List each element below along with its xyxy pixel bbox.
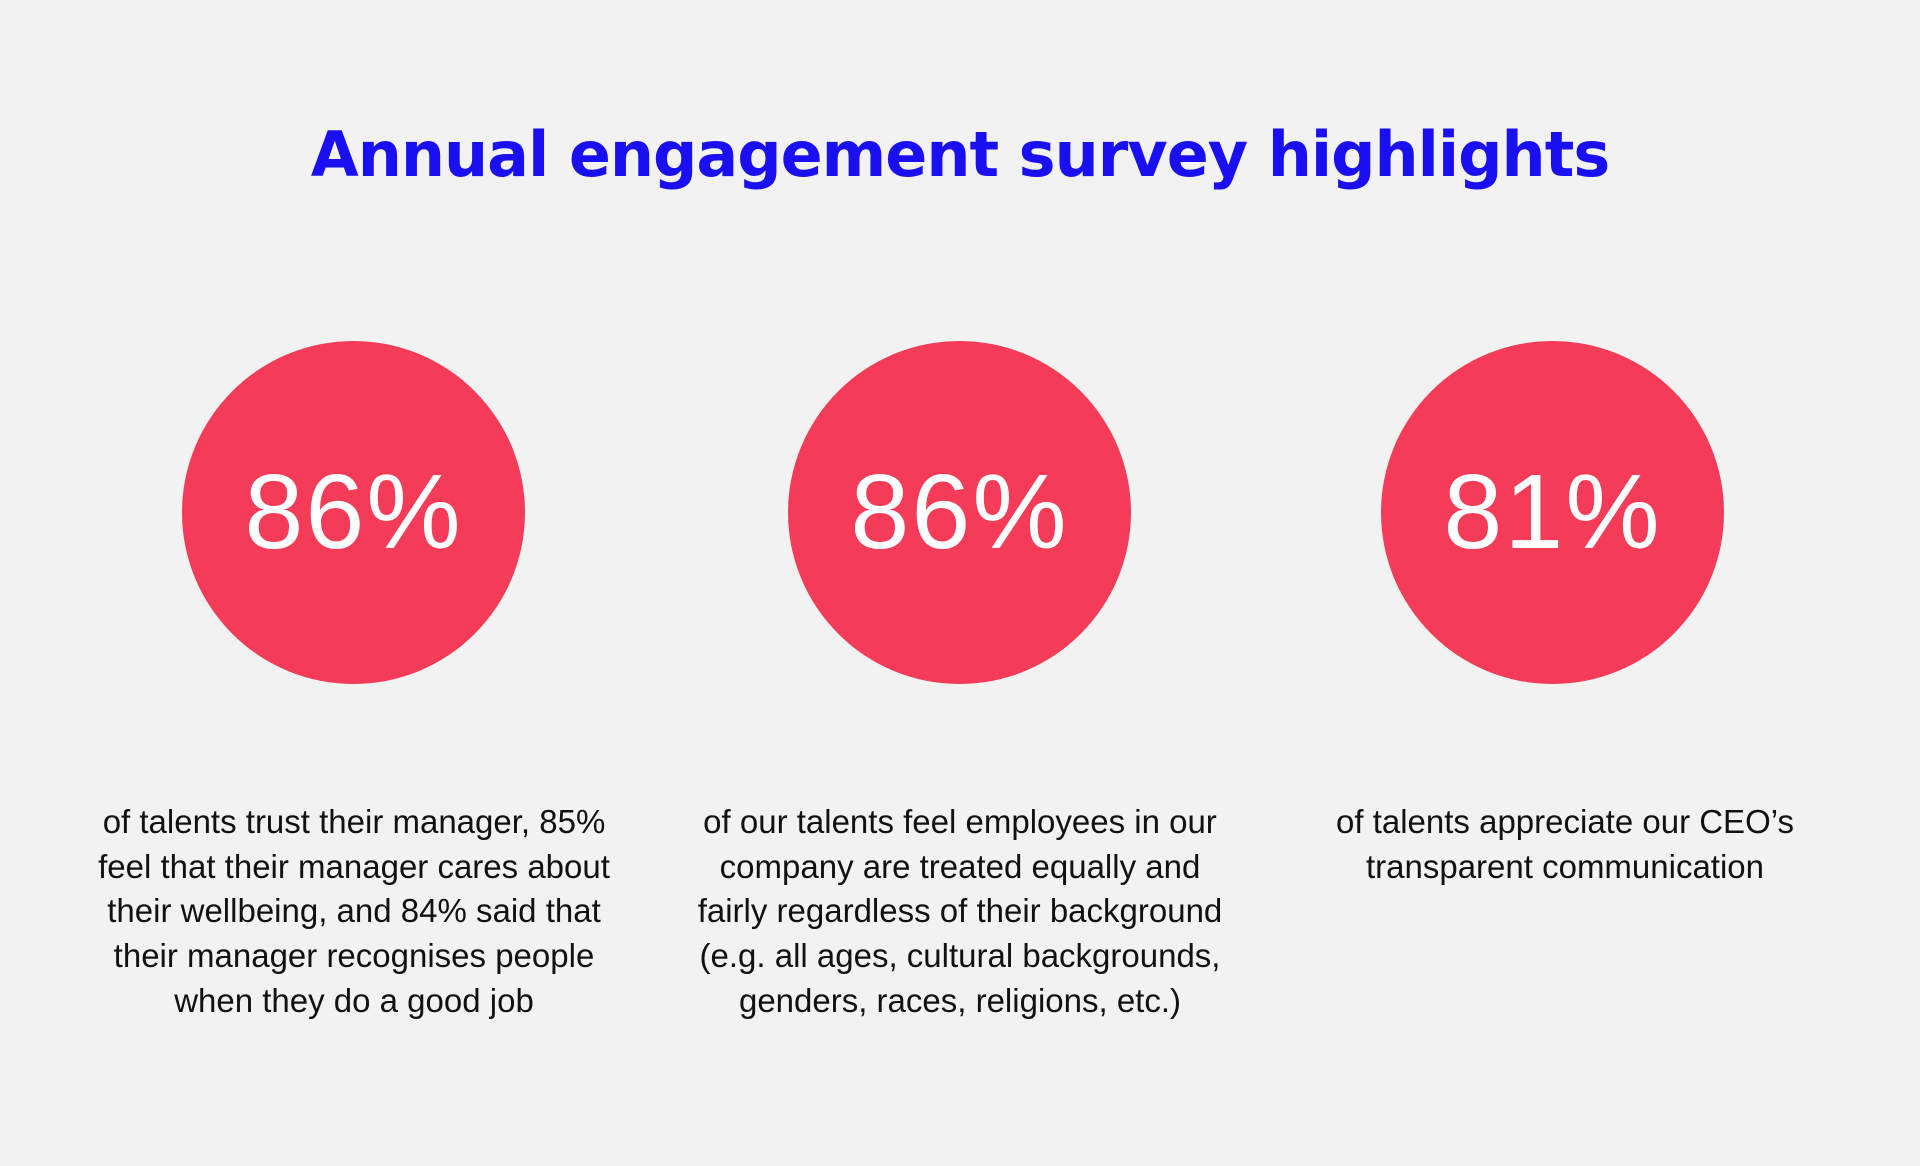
stat-value: 86% — [850, 453, 1069, 571]
stat-value: 81% — [1443, 453, 1662, 571]
stat-caption: of talents appreciate our CEO’s transpar… — [1336, 803, 1794, 885]
page-title: Annual engagement survey highlights — [310, 118, 1610, 191]
stat-value: 86% — [244, 453, 463, 571]
stat-circle: 86% — [788, 341, 1131, 684]
stat-circle: 81% — [1381, 341, 1724, 684]
stat-caption: of our talents feel employees in our com… — [697, 803, 1223, 1019]
stat-circle: 86% — [182, 341, 525, 684]
stat-caption: of talents trust their manager, 85% feel… — [98, 803, 610, 1019]
